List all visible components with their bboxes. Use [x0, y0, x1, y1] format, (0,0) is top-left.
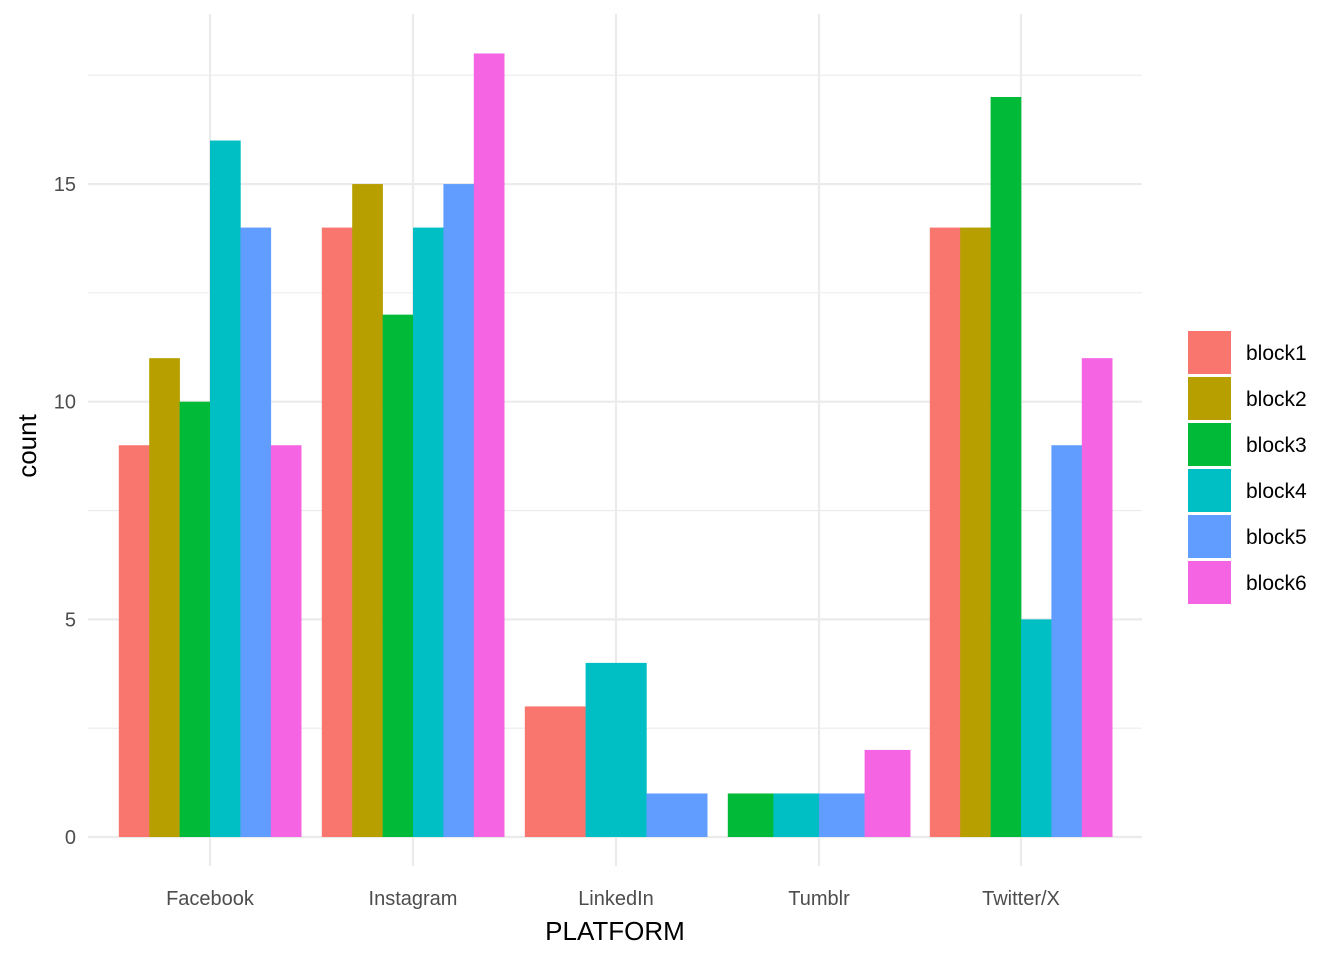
bar-tumblr-block6 [864, 749, 911, 837]
x-axis-title: PLATFORM [545, 916, 685, 946]
bar-tumblr-block4 [773, 793, 820, 837]
legend-key-block5 [1188, 515, 1231, 558]
legend-label-block6: block6 [1246, 572, 1307, 595]
bar-twitter-x-block3 [990, 96, 1022, 838]
bar-facebook-block3 [179, 401, 211, 837]
bar-tumblr-block3 [727, 793, 774, 837]
legend-key-block1 [1188, 331, 1231, 374]
bar-instagram-block3 [382, 314, 414, 837]
bar-instagram-block6 [473, 53, 505, 837]
bar-instagram-block1 [321, 227, 353, 837]
legend-label-block2: block2 [1246, 388, 1307, 411]
x-tick-label: LinkedIn [578, 888, 654, 910]
bar-twitter-x-block4 [1021, 619, 1052, 837]
bar-facebook-block6 [270, 445, 302, 837]
bar-linkedin-block5 [646, 793, 708, 837]
legend-key-block3 [1188, 423, 1231, 466]
bar-twitter-x-block2 [960, 227, 991, 837]
legend-key-block4 [1188, 469, 1231, 512]
bar-twitter-x-block5 [1051, 445, 1083, 837]
y-tick-label: 15 [54, 174, 76, 196]
legend-label-block1: block1 [1246, 342, 1307, 365]
bar-linkedin-block1 [524, 706, 586, 837]
y-tick-labels: 0 5 10 15 [54, 174, 76, 849]
bar-facebook-block1 [118, 445, 150, 837]
legend-label-block3: block3 [1246, 434, 1307, 457]
y-tick-label: 0 [65, 827, 76, 849]
x-tick-label: Twitter/X [982, 888, 1060, 910]
legend-key-block6 [1188, 561, 1231, 604]
bar-linkedin-block4 [585, 662, 647, 837]
bars-group [118, 53, 1113, 838]
x-tick-labels: Facebook Instagram LinkedIn Tumblr Twitter/X [166, 888, 1060, 910]
bar-facebook-block4 [210, 140, 241, 837]
legend-label-block5: block5 [1246, 526, 1307, 549]
bar-instagram-block4 [413, 227, 444, 837]
bar-instagram-block5 [443, 184, 475, 838]
bar-twitter-x-block1 [929, 227, 961, 837]
x-tick-label: Tumblr [788, 888, 850, 910]
legend-key-block2 [1188, 377, 1231, 420]
x-tick-label: Facebook [166, 888, 255, 910]
y-tick-label: 5 [65, 609, 76, 631]
x-tick-label: Instagram [369, 888, 458, 910]
y-axis-title: count [12, 413, 42, 477]
legend: block1 block2 block3 block4 block5 block6 [1188, 331, 1307, 604]
bar-instagram-block2 [352, 184, 383, 838]
bar-tumblr-block5 [819, 793, 865, 837]
bar-facebook-block2 [149, 358, 180, 837]
y-tick-label: 10 [54, 392, 76, 414]
legend-label-block4: block4 [1246, 480, 1307, 503]
bar-facebook-block5 [240, 227, 272, 837]
bar-twitter-x-block6 [1081, 358, 1113, 837]
